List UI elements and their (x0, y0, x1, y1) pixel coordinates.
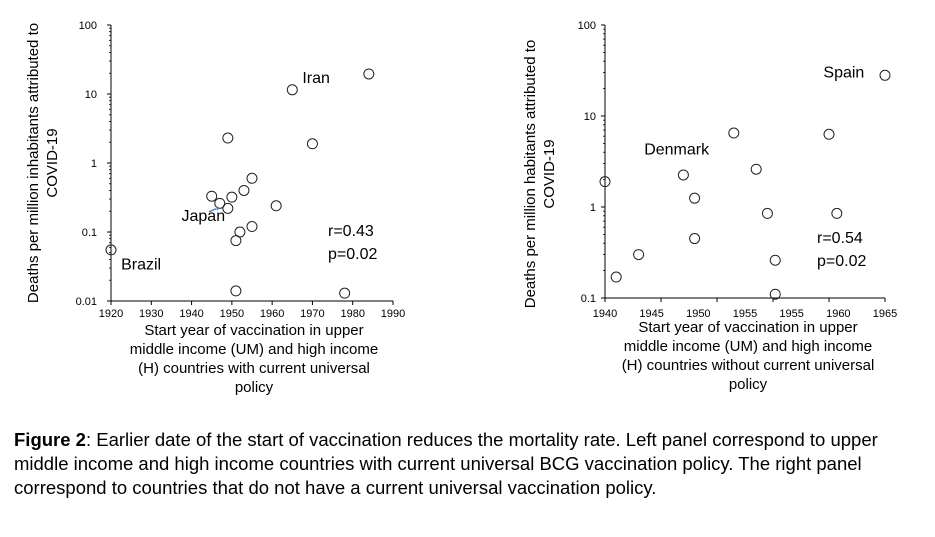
left-y-tick-label: 10 (85, 89, 97, 101)
left-stat-text: r=0.43 (328, 223, 374, 240)
right-data-point (728, 127, 740, 139)
right-data-point (689, 192, 701, 204)
left-data-point (363, 68, 375, 80)
right-y-tick-label: 0.1 (581, 293, 596, 305)
right-y-axis-title: Deaths per million habitants attributed … (522, 40, 539, 308)
figure-caption: Figure 2: Earlier date of the start of v… (14, 428, 929, 500)
left-japan-pointer (208, 208, 217, 213)
right-data-point (633, 249, 645, 261)
left-data-point (234, 226, 246, 238)
right-data-point (761, 207, 773, 219)
left-point-label: Iran (302, 70, 330, 87)
right-x-tick-label: 1950 (686, 308, 710, 320)
left-y-tick-label: 100 (79, 20, 97, 32)
right-x-axis-title: middle income (UM) and high income (624, 338, 872, 355)
left-data-point (214, 197, 226, 209)
left-y-tick-label: 0.01 (76, 296, 97, 308)
left-x-axis-title: (H) countries with current universal (138, 360, 370, 377)
left-x-tick-label: 1950 (220, 308, 244, 320)
right-data-point (750, 163, 762, 175)
left-x-axis-title: policy (235, 379, 274, 396)
right-data-point (879, 69, 891, 81)
left-data-point (230, 285, 242, 297)
left-x-tick-label: 1960 (260, 308, 284, 320)
right-stat-text: r=0.54 (817, 230, 863, 247)
left-point-label: Japan (182, 208, 226, 225)
right-x-tick-label: 1940 (593, 308, 617, 320)
left-x-axis-title: Start year of vaccination in upper (144, 322, 363, 339)
right-y-axis-title: COVID-19 (541, 139, 558, 208)
right-y-tick-label: 1 (590, 202, 596, 214)
left-y-axis-title: COVID-19 (44, 128, 61, 197)
right-point-label: Denmark (644, 141, 710, 158)
left-x-tick-label: 1920 (99, 308, 123, 320)
right-x-axis-title: policy (729, 376, 768, 393)
caption-prefix: Figure 2 (14, 429, 86, 450)
left-data-point (246, 221, 258, 233)
right-x-tick-label: 1960 (826, 308, 850, 320)
left-data-point (286, 84, 298, 96)
left-data-point (226, 191, 238, 203)
right-y-tick-label: 10 (584, 111, 596, 123)
right-x-tick-label: 1945 (639, 308, 663, 320)
right-data-point (769, 254, 781, 266)
left-y-tick-label: 0.1 (82, 227, 97, 239)
left-x-tick-label: 1980 (340, 308, 364, 320)
left-x-axis-title: middle income (UM) and high income (130, 341, 378, 358)
right-data-point (677, 169, 689, 181)
right-data-point (831, 207, 843, 219)
right-point-label: Spain (823, 65, 864, 82)
right-x-tick-label: 1965 (873, 308, 897, 320)
left-data-point (238, 184, 250, 196)
left-y-tick-label: 1 (91, 158, 97, 170)
right-data-point (689, 233, 701, 245)
right-x-axis-title: (H) countries without current universal (622, 357, 875, 374)
left-data-point (206, 190, 218, 202)
left-x-tick-label: 1940 (179, 308, 203, 320)
left-y-axis-title: Deaths per million inhabitants attribute… (25, 23, 42, 303)
right-data-point (769, 288, 781, 300)
right-y-tick-label: 100 (578, 20, 596, 32)
right-data-point (610, 271, 622, 283)
caption-text: : Earlier date of the start of vaccinati… (14, 429, 878, 498)
left-data-point (339, 287, 351, 299)
left-x-tick-label: 1970 (300, 308, 324, 320)
left-point-label: Brazil (121, 256, 161, 273)
left-data-point (105, 244, 117, 256)
right-data-point (823, 128, 835, 140)
left-japan-pointer-head (215, 205, 220, 211)
left-x-tick-label: 1930 (139, 308, 163, 320)
left-data-point (222, 132, 234, 144)
left-data-point (306, 138, 318, 150)
left-data-point (222, 202, 234, 214)
right-x-axis-title: Start year of vaccination in upper (638, 319, 857, 336)
right-data-point (599, 176, 611, 188)
left-x-tick-label: 1990 (381, 308, 405, 320)
right-x-tick-label: 1955 (733, 308, 757, 320)
left-stat-text: p=0.02 (328, 246, 377, 263)
left-data-point (246, 172, 258, 184)
right-stat-text: p=0.02 (817, 253, 866, 270)
left-data-point (270, 200, 282, 212)
right-x-tick-label: 1955 (779, 308, 803, 320)
